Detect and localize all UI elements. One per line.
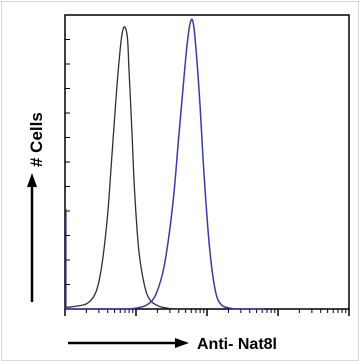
- y-axis-arrow: [27, 173, 37, 302]
- control-histogram-line: [64, 26, 179, 310]
- plot-frame: [64, 14, 350, 310]
- antibody-histogram-line: [65, 18, 264, 310]
- x-axis-ticks: [64, 309, 350, 316]
- x-axis-label: Anti- Nat8l: [197, 336, 277, 353]
- series-layer: [64, 18, 264, 310]
- x-axis-arrow: [68, 338, 189, 348]
- y-axis-label: # Cells: [27, 112, 46, 167]
- plot-area-border: [64, 14, 350, 310]
- image-border: [1, 1, 359, 361]
